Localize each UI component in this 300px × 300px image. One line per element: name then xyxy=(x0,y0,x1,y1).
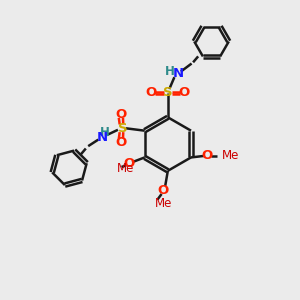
Text: N: N xyxy=(173,67,184,80)
Text: S: S xyxy=(163,86,172,99)
Text: Me: Me xyxy=(222,149,239,162)
Text: O: O xyxy=(115,136,127,149)
Text: O: O xyxy=(124,158,135,170)
Text: N: N xyxy=(97,131,108,144)
Text: O: O xyxy=(158,184,169,196)
Text: O: O xyxy=(115,107,127,121)
Text: O: O xyxy=(178,86,190,99)
Text: Me: Me xyxy=(154,197,172,210)
Text: O: O xyxy=(202,149,213,162)
Text: O: O xyxy=(146,86,157,99)
Text: S: S xyxy=(118,122,127,135)
Text: Me: Me xyxy=(116,162,134,175)
Text: H: H xyxy=(165,65,175,78)
Text: H: H xyxy=(100,126,110,139)
